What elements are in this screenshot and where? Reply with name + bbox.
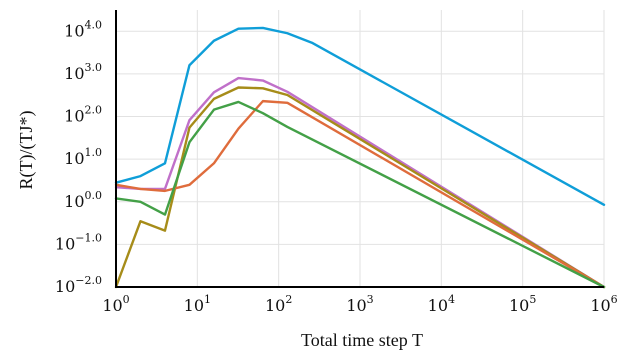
x-tick-labels: 100 101 102 103 104 105 106 <box>102 293 617 315</box>
x-tick-label: 103 <box>346 293 373 315</box>
grid <box>116 10 605 287</box>
y-tick-labels: 10−2.0 10−1.0 100.0 101.0 102.0 103.0 104.0 <box>55 18 102 296</box>
x-tick-label: 106 <box>590 293 617 315</box>
x-tick-label: 105 <box>509 293 536 315</box>
series-group <box>114 26 606 289</box>
y-tick-label: 102.0 <box>64 104 102 126</box>
series-line <box>114 26 606 206</box>
y-axis-title: R(T)/(TJ*) <box>16 111 37 190</box>
y-tick-label: 100.0 <box>64 189 102 211</box>
x-tick-label: 102 <box>265 293 292 315</box>
series-line <box>114 99 606 289</box>
y-tick-label: 10−1.0 <box>55 231 102 253</box>
x-tick-label: 101 <box>184 293 211 315</box>
y-tick-label: 10−2.0 <box>55 274 102 296</box>
series-line <box>114 100 606 289</box>
axes <box>115 10 604 288</box>
y-tick-label: 101.0 <box>64 146 102 168</box>
x-tick-label: 104 <box>428 293 455 315</box>
x-axis-title: Total time step T <box>301 330 423 350</box>
y-tick-label: 104.0 <box>64 18 102 40</box>
x-tick-label: 100 <box>102 293 129 315</box>
y-tick-label: 103.0 <box>64 61 102 83</box>
series-line <box>114 86 606 289</box>
